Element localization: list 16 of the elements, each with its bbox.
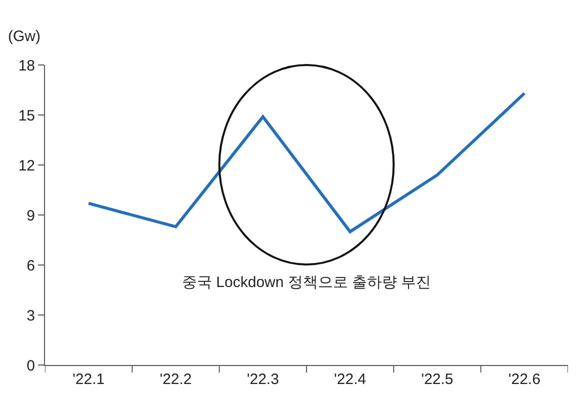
x-tick-label: '22.5 xyxy=(421,371,454,388)
y-tick-label: 9 xyxy=(26,207,35,224)
x-tick-label: '22.2 xyxy=(160,371,192,388)
annotation: 중국 Lockdown 정책으로 출하량 부진 xyxy=(182,274,432,291)
y-axis-title: (Gw) xyxy=(8,28,40,45)
y-tick-label: 12 xyxy=(18,157,35,174)
x-tick-label: '22.6 xyxy=(508,371,540,388)
x-tick-label: '22.1 xyxy=(72,371,105,388)
x-tick-label: '22.4 xyxy=(334,371,366,388)
y-tick-label: 3 xyxy=(26,307,35,324)
y-tick-label: 6 xyxy=(26,257,35,274)
y-tick-label: 18 xyxy=(18,57,35,74)
y-tick-label: 15 xyxy=(18,107,35,124)
line-series xyxy=(87,92,526,234)
x-tick-label: '22.3 xyxy=(246,371,279,388)
y-tick-label: 0 xyxy=(26,357,35,374)
